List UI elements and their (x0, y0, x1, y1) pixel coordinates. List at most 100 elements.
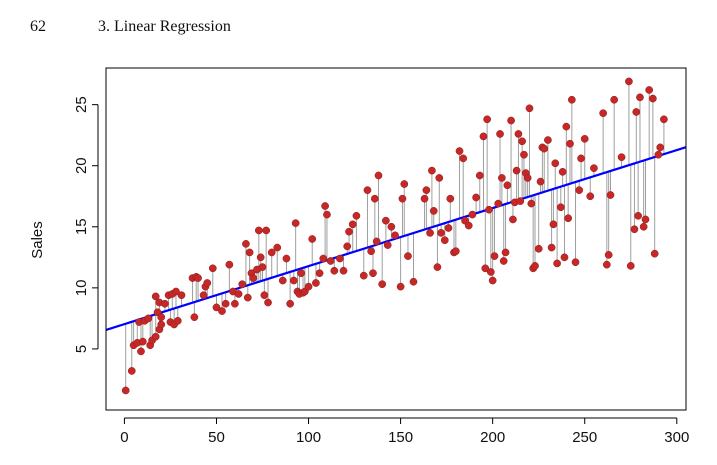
data-point (262, 226, 271, 235)
data-point (420, 194, 429, 203)
data-point (161, 299, 169, 308)
data-point (446, 194, 455, 203)
data-point (503, 181, 512, 190)
data-point (604, 251, 613, 259)
data-point (267, 248, 276, 257)
data-point (319, 254, 328, 263)
data-point (553, 259, 561, 268)
data-point (509, 215, 517, 224)
data-point (428, 166, 436, 175)
data-point (630, 225, 639, 234)
data-point (264, 298, 272, 307)
data-point (243, 293, 252, 302)
data-point (534, 244, 543, 253)
data-point (315, 269, 324, 278)
data-point (590, 164, 598, 173)
data-point (444, 224, 453, 232)
y-tick-label: 15 (73, 218, 90, 235)
data-point (483, 115, 491, 124)
x-tick-label: 250 (572, 429, 597, 446)
data-point (286, 299, 294, 308)
data-point (634, 211, 642, 220)
data-point (518, 137, 526, 146)
data-point (218, 307, 226, 315)
data-point (577, 154, 585, 163)
data-point (523, 174, 532, 182)
data-point (429, 207, 438, 215)
x-tick-label: 100 (296, 429, 321, 446)
data-point (571, 258, 580, 267)
data-point (359, 271, 368, 280)
data-point (527, 199, 536, 208)
data-point (391, 231, 399, 240)
data-point (234, 290, 243, 298)
data-point (352, 211, 361, 220)
data-point (398, 194, 407, 203)
data-point (396, 282, 405, 291)
data-point (464, 221, 473, 230)
page-number: 62 (30, 18, 46, 35)
data-point (308, 235, 317, 243)
data-point (459, 154, 468, 163)
data-point (245, 248, 254, 257)
data-point (121, 386, 130, 395)
data-point (540, 144, 549, 153)
data-point (374, 171, 383, 180)
data-point (208, 264, 217, 273)
data-point (494, 199, 503, 208)
x-tick-label: 300 (664, 429, 689, 446)
data-point (225, 260, 234, 269)
data-point (409, 277, 418, 286)
data-point (544, 136, 552, 144)
data-point (551, 159, 560, 168)
data-point (654, 150, 663, 159)
data-point (560, 253, 569, 262)
data-point (190, 313, 199, 322)
data-point (382, 216, 390, 225)
data-point (151, 332, 160, 341)
data-point (479, 132, 488, 141)
data-point (221, 299, 230, 308)
data-point (339, 266, 348, 275)
data-point (649, 94, 657, 103)
data-point (297, 269, 306, 278)
data-point (440, 236, 449, 245)
data-point (151, 292, 160, 301)
data-point (212, 303, 221, 312)
data-point (599, 109, 607, 118)
data-point (566, 139, 574, 148)
data-point (387, 222, 396, 231)
data-point (507, 116, 515, 125)
data-point (499, 257, 508, 265)
data-point (256, 253, 265, 262)
data-point (372, 237, 381, 246)
data-point (238, 280, 247, 289)
data-point (203, 279, 212, 287)
data-point (404, 252, 412, 260)
plot-frame (105, 67, 687, 411)
data-point (472, 193, 480, 202)
data-point (625, 77, 633, 86)
data-point (289, 276, 298, 285)
data-point (177, 291, 186, 300)
data-point (330, 266, 339, 275)
data-point (501, 248, 510, 257)
data-point (343, 242, 352, 251)
data-point (157, 313, 166, 322)
data-point (575, 186, 584, 194)
data-point (520, 150, 528, 159)
data-point (475, 171, 484, 180)
data-point (580, 134, 589, 143)
data-points (121, 77, 668, 395)
data-point (645, 86, 654, 94)
data-point (536, 177, 545, 186)
data-point (498, 174, 506, 182)
data-point (242, 240, 250, 248)
data-point (512, 166, 521, 175)
data-point (433, 263, 442, 271)
x-tick-label: 0 (120, 429, 128, 446)
data-point (525, 104, 534, 113)
data-point (455, 147, 464, 155)
y-tick-label: 10 (73, 280, 90, 297)
